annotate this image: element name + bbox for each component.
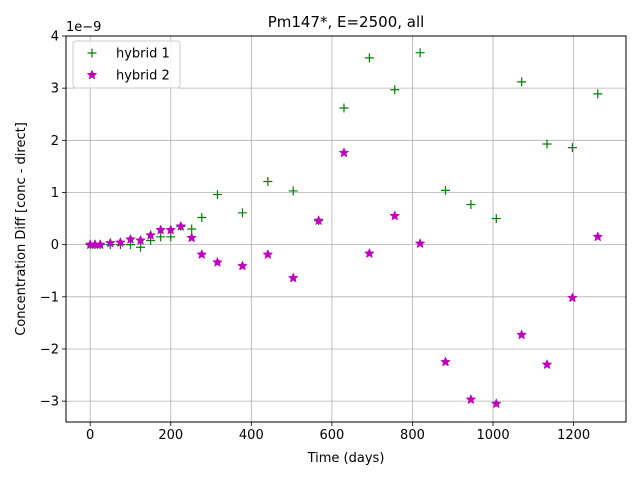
data-point	[517, 77, 527, 87]
x-tick-label: 800	[400, 428, 425, 443]
data-point	[287, 272, 299, 283]
data-point	[156, 232, 166, 242]
data-point	[541, 358, 553, 370]
x-tick-label: 200	[158, 428, 183, 443]
data-point	[415, 48, 425, 58]
series-2	[84, 147, 604, 409]
y-tick-label: 4	[51, 30, 59, 45]
data-point	[338, 147, 350, 158]
data-point	[339, 103, 349, 113]
data-point	[175, 220, 187, 231]
data-point	[237, 208, 247, 218]
data-point	[288, 186, 298, 196]
data-point	[363, 247, 375, 259]
legend-label: hybrid 1	[116, 47, 170, 62]
data-point	[542, 139, 552, 149]
legend-label: hybrid 2	[116, 69, 170, 84]
data-point	[390, 85, 400, 95]
x-tick-label: 400	[239, 428, 264, 443]
chart-title: Pm147*, E=2500, all	[268, 13, 425, 31]
data-point	[593, 89, 603, 99]
data-point	[125, 233, 136, 245]
legend: hybrid 1 hybrid 2	[72, 40, 181, 89]
data-point	[212, 190, 222, 200]
data-point	[136, 242, 146, 252]
axis-ticks: 0 200 400 600 800 1000 1200 −3 −2 −1 0 1 2 3 4	[40, 30, 590, 444]
data-point	[155, 224, 167, 235]
plot-frame	[65, 35, 627, 423]
x-tick-label: 1000	[477, 428, 510, 443]
legend-marker	[87, 48, 97, 58]
x-axis-label: Time (days)	[307, 451, 385, 466]
data-point	[237, 260, 248, 271]
data-point	[212, 256, 223, 267]
data-point	[516, 329, 528, 340]
data-point	[115, 236, 126, 248]
y-axis-label: Concentration Diff [conc - direct]	[14, 122, 29, 336]
x-tick-label: 0	[86, 428, 94, 443]
data-point	[441, 185, 451, 195]
data-point	[145, 229, 156, 240]
data-point	[94, 238, 106, 250]
data-point	[263, 177, 273, 187]
data-point	[491, 214, 501, 224]
data-point	[567, 143, 577, 153]
data-point	[440, 356, 451, 367]
data-point	[490, 398, 502, 409]
y-tick-label: 0	[51, 238, 59, 253]
data-point	[186, 232, 198, 243]
x-tick-label: 1200	[557, 428, 590, 443]
data-point	[364, 53, 374, 63]
y-tick-label: −3	[40, 395, 59, 410]
y-tick-label: 3	[51, 82, 59, 97]
legend-box	[72, 40, 181, 89]
grid	[66, 35, 626, 422]
y-tick-label: 1	[51, 186, 59, 201]
data-point	[592, 231, 604, 242]
data-point	[166, 232, 176, 242]
legend-marker	[86, 69, 98, 80]
data-point	[414, 237, 426, 249]
y-tick-label: 2	[51, 134, 59, 149]
y-tick-label: −1	[40, 290, 59, 305]
data-point	[196, 248, 208, 260]
data-point	[104, 237, 116, 248]
data-point	[567, 292, 578, 303]
data-point	[197, 213, 207, 223]
data-point	[466, 199, 476, 209]
data-point	[262, 248, 274, 260]
y-offset-text: 1e−9	[66, 20, 101, 35]
data-point	[187, 224, 197, 234]
x-tick-label: 600	[319, 428, 344, 443]
y-tick-label: −2	[40, 342, 59, 357]
data-point	[135, 234, 146, 246]
data-point	[465, 393, 477, 405]
plot-marks	[84, 48, 604, 409]
data-point	[313, 214, 324, 226]
data-point	[389, 210, 401, 221]
data-point	[165, 224, 177, 235]
